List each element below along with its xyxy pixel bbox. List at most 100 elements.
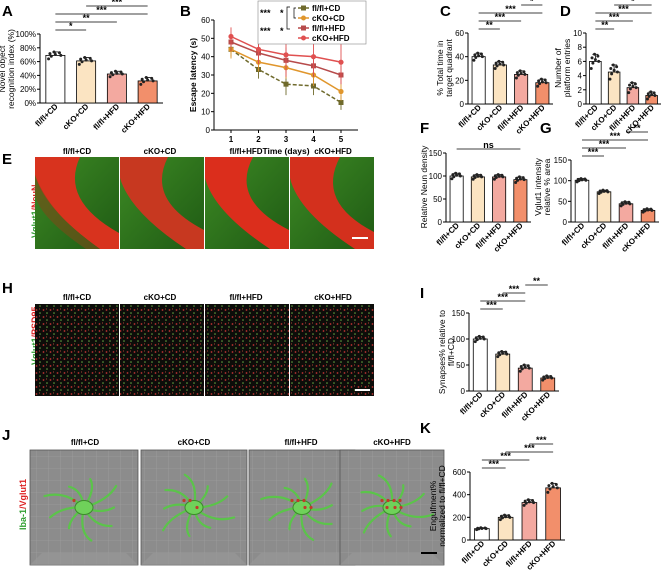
data-point-C [515, 71, 519, 75]
y-axis-label-line: relative % area [542, 158, 552, 215]
data-point-C [514, 76, 518, 80]
sig-label-A: *** [96, 5, 107, 15]
data-point-D [650, 93, 654, 97]
data-point-G [624, 201, 628, 205]
data-point-F [494, 175, 498, 179]
y-tick-label-I: 50 [456, 361, 465, 370]
bar-G-2 [596, 191, 612, 223]
y-tick-label-G: 100 [554, 177, 568, 186]
H-image-4 [290, 304, 374, 396]
chart-K: 0 200 400 600 Engulfment%normalized to fl/fl… [428, 435, 565, 572]
bar-F-2 [470, 176, 485, 223]
data-point-A [88, 56, 92, 60]
bar-D-2 [607, 71, 621, 105]
data-point-I [526, 364, 530, 368]
data-point-K [524, 501, 528, 505]
data-point-A [52, 50, 56, 54]
marker-B [228, 33, 234, 40]
y-axis-label-line: Vglut1 intensity [533, 157, 543, 215]
data-point-F [514, 180, 518, 184]
y-axis-label-C: % Total time intarget quadrant [435, 39, 454, 97]
sig-label-G: *** [588, 147, 599, 157]
sig-label-C: * [530, 0, 534, 6]
legend-sig-B: * [280, 26, 284, 36]
engulfed-puncta [393, 505, 397, 510]
data-point-D [653, 93, 657, 97]
sig-label-I: *** [509, 284, 520, 294]
data-point-C [523, 72, 527, 76]
bar-A-1 [45, 54, 66, 104]
engulfed-puncta [386, 498, 390, 503]
data-point-A [48, 52, 52, 56]
data-point-C [522, 70, 526, 74]
data-point-C [497, 59, 501, 63]
y-axis-label-line: Number of [553, 48, 563, 88]
y-tick-label-A: 0% [24, 99, 36, 108]
data-point-C [543, 78, 547, 82]
data-point-F [522, 178, 526, 182]
y-tick-label-B: 20 [201, 89, 210, 98]
data-point-K [551, 485, 555, 489]
data-point-C [539, 77, 543, 81]
bar-G-1 [574, 179, 590, 223]
panel-label-H: H [2, 280, 13, 297]
y-axis-label-line: fl/fl+CD [446, 338, 456, 366]
data-point-D [615, 65, 619, 69]
y-tick-label-I: 150 [452, 309, 466, 318]
data-point-I [520, 367, 524, 371]
y-tick-label-G: 50 [558, 197, 567, 206]
data-point-F [455, 173, 459, 177]
data-point-K [555, 486, 559, 490]
data-point-D [615, 70, 619, 74]
panel-label-J: J [2, 427, 10, 444]
data-point-K [548, 487, 552, 491]
legend-label-B: fl/fl+HFD [312, 24, 345, 33]
data-point-C [473, 53, 477, 57]
sig-label-F: ns [483, 140, 494, 150]
y-tick-label-A: 60% [20, 58, 36, 67]
data-point-D [612, 68, 616, 72]
panel-label-K: K [420, 420, 431, 437]
y-axis-label-line: Relative Neun density [419, 145, 429, 228]
engulfed-puncta [385, 505, 389, 510]
J-floor-1 [30, 553, 138, 565]
data-point-G [599, 190, 603, 194]
data-point-I [519, 365, 523, 369]
data-point-A [49, 54, 53, 58]
J-header-4: cKO+HFD [373, 438, 411, 447]
legend-bracket-B [293, 7, 296, 19]
y-axis-label-line: Synapses% relative to [437, 310, 447, 394]
sig-label-G: *** [610, 131, 621, 141]
y-tick-label-B: 40 [201, 53, 210, 62]
sig-label-D: * [631, 0, 635, 6]
bar-C-2 [492, 64, 507, 105]
marker-B [338, 59, 344, 65]
data-point-G [606, 190, 610, 194]
engulfed-puncta [398, 498, 402, 503]
y-axis-label-line: target quadrant [444, 39, 454, 97]
panel-label-I: I [420, 285, 424, 302]
data-point-C [477, 54, 481, 58]
engulfed-puncta [380, 498, 384, 503]
sig-label-I: *** [486, 300, 497, 310]
microglia-cell-2 [162, 473, 236, 538]
bar-F-3 [492, 176, 507, 223]
E-image-4 [290, 157, 374, 249]
sig-label-A: ** [83, 13, 91, 23]
marker-B [338, 100, 344, 105]
x-tick-label-A: fl/fl+CD [33, 102, 59, 128]
data-point-C [480, 55, 484, 59]
data-point-C [498, 62, 502, 66]
sig-label-A: *** [112, 0, 123, 7]
y-tick-label-D: 8 [578, 43, 583, 52]
microglia-cell-1 [43, 478, 118, 542]
data-point-D [631, 84, 635, 88]
E-images [35, 157, 374, 249]
E-header-2: cKO+CD [144, 147, 177, 156]
data-point-I [498, 353, 502, 357]
data-point-I [550, 376, 554, 380]
sig-label-I: *** [497, 292, 508, 302]
